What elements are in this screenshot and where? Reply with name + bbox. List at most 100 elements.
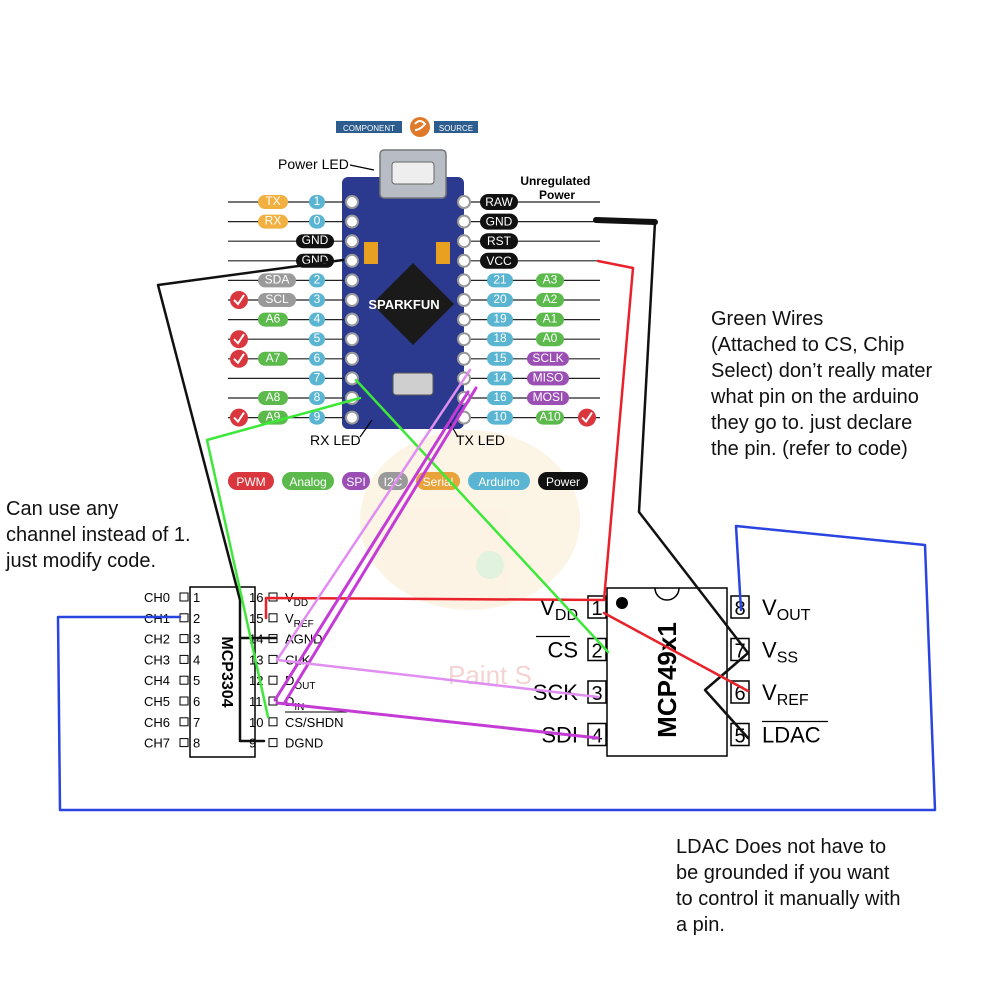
legend-item-text: PWM (236, 475, 265, 489)
board-pin-tag: MISO (527, 370, 569, 386)
board-pin-num-bg (487, 293, 513, 307)
adc-pin-pad (268, 613, 278, 623)
board-pin-num-text: 7 (314, 370, 321, 384)
board-pin-hole (457, 312, 471, 327)
pwm-check-icon (230, 408, 248, 427)
board-pin-hole (457, 214, 471, 229)
legend-item-text: Analog (289, 475, 326, 489)
legend-item-bg (228, 472, 274, 490)
board-pin-num-text: 14 (493, 370, 507, 384)
board-pin-num-bg (487, 332, 513, 347)
board-pin-tag-bg (527, 391, 569, 405)
board-pin-num-bg (487, 351, 513, 366)
board-right-header: RAW GND RST VCC 21 A3 20 A2 19 A1 18 A0 15 SCLK 14 MISO… (457, 194, 600, 427)
adc-pin-num: 10 (249, 715, 263, 730)
board-label: SPARKFUN (368, 297, 439, 312)
dac-pin-label-main: LDAC (762, 723, 821, 748)
board-pin-tag: TX (258, 194, 288, 209)
board-pin-num: 3 (309, 292, 325, 307)
adc-pin-pad (179, 696, 189, 706)
board-pin-num-text: 10 (493, 410, 507, 424)
unregulated-power-label: Unregulated Power (520, 174, 593, 202)
board-pin-name: RAW (480, 194, 518, 210)
logo-left-text: COMPONENT (343, 124, 395, 133)
mcp3304-name: MCP3304 (218, 636, 235, 707)
adc-pin-pad (268, 717, 278, 727)
board-pin-name-text: GND (486, 215, 513, 229)
adc-pin-label: CH7 (144, 736, 170, 751)
board-pin-num: 16 (487, 390, 513, 405)
board-pin-tag: A7 (258, 351, 288, 366)
board-pin-tag: A3 (536, 272, 564, 288)
board-pin-num-bg (309, 391, 325, 405)
wire-violet-2 (283, 386, 478, 704)
adc-pin-label-sub: REF (294, 619, 314, 630)
board-pin-num: 14 (487, 370, 513, 386)
board-pin-hole (345, 371, 359, 386)
adc-pin-num: 11 (249, 694, 263, 709)
wire-pink-clk (275, 368, 472, 662)
dac-pin-label: VSS (762, 638, 798, 667)
power-led-label: Power LED (278, 156, 349, 172)
unregulated-power-text: Unregulated (520, 174, 590, 188)
board-pin-hole (345, 312, 359, 327)
adc-pin-num: 1 (193, 590, 200, 605)
board-pin-tag-bg (527, 351, 569, 366)
board-pin-tag-text: A8 (266, 390, 281, 404)
board-pin-tag-bg (258, 195, 288, 209)
dac-pin-pad (730, 680, 750, 704)
board-pin-num-text: 5 (314, 331, 321, 345)
dac-pin-label-main: V (540, 595, 555, 620)
board-pin-tag: SCLK (527, 351, 569, 366)
board-pin-tag-bg (258, 312, 288, 327)
dac-pin-label-sub: OUT (777, 607, 811, 624)
adc-pin-num: 6 (193, 694, 200, 709)
board-pin-num-text: 21 (493, 272, 507, 286)
board-pin-num-bg (309, 332, 325, 347)
pwm-check-mark (233, 333, 245, 345)
board-pin-num-text: 15 (493, 351, 507, 365)
dac-pin-num: 3 (591, 683, 602, 705)
board-pin-tag-text: A7 (266, 351, 281, 365)
board-pin-num-text: 1 (314, 194, 321, 208)
board-pin-hole (345, 410, 359, 425)
board-pin-tag-bg (536, 332, 564, 347)
adc-pin-label-sub: IN (294, 702, 304, 713)
dac-pin-label: VREF (762, 680, 809, 709)
dac-pin-label: VOUT (762, 595, 811, 624)
board-pin-num: 21 (487, 272, 513, 288)
adc-pin-pad (179, 634, 189, 644)
board-pin-tag-bg (536, 293, 564, 307)
unregulated-power-text-2: Power (539, 188, 575, 202)
board-pin-tag: A8 (258, 390, 288, 405)
dac-pin-label: CS (547, 638, 578, 663)
board-pin-tag-bg (258, 351, 288, 366)
board-pin-num-text: 3 (314, 292, 321, 306)
wire-violet-sdi (275, 701, 600, 740)
adc-pin-num: 5 (193, 673, 200, 688)
pwm-check-bg (230, 291, 248, 309)
legend-item: PWM (228, 472, 274, 490)
mcp49x1-name: MCP49x1 (652, 622, 682, 738)
board-pin-num-bg (309, 351, 325, 366)
board-pin-num-bg (487, 273, 513, 288)
board-pin-tag: GND (296, 233, 334, 249)
board-pin-num-bg (309, 214, 325, 229)
board-pin-name-bg (480, 213, 518, 230)
adc-pin-num: 8 (193, 736, 200, 751)
board-pin-num: 10 (487, 410, 513, 425)
board-pin-num-bg (487, 410, 513, 425)
board-pin-num-bg (487, 391, 513, 405)
board-pin-tag: A6 (258, 312, 288, 327)
pwm-check-mark (581, 412, 593, 424)
board-pin-name-text: RAW (485, 195, 513, 209)
board-pin-name: GND (480, 213, 518, 230)
legend-item-bg (468, 472, 530, 490)
board-pin-tag-text: A2 (543, 292, 558, 306)
board-pin-tag: SDA (258, 272, 296, 288)
board-pin-num-text: 2 (314, 272, 321, 286)
adc-pin-label: CH6 (144, 715, 170, 730)
pin-type-legend: PWM Analog SPI I2C Serial Arduino Power (228, 472, 588, 490)
board-pin-hole (345, 351, 359, 366)
